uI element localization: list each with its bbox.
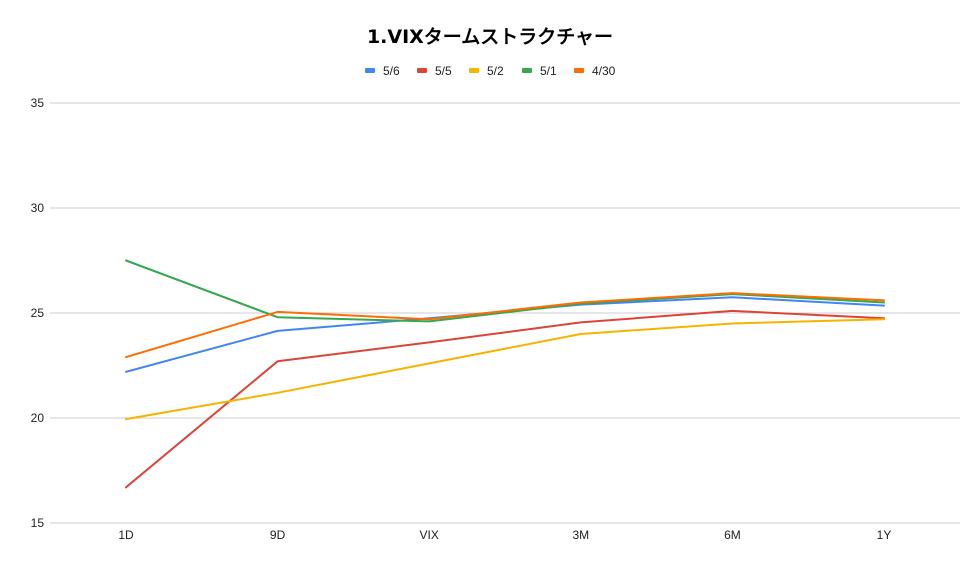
legend-swatch [574, 68, 584, 73]
y-tick-label: 35 [31, 96, 45, 110]
legend-label: 5/1 [540, 64, 557, 78]
legend-label: 5/5 [435, 64, 452, 78]
legend-label: 4/30 [592, 64, 616, 78]
x-tick-label: 9D [270, 528, 286, 542]
series-line-4 [125, 292, 885, 359]
x-tick-label: 1Y [877, 528, 892, 542]
legend-swatch [522, 68, 532, 73]
legend-swatch [365, 68, 375, 73]
legend-label: 5/2 [487, 64, 504, 78]
legend-swatch [469, 68, 479, 73]
y-tick-label: 25 [31, 306, 45, 320]
series-lines [125, 259, 885, 489]
series-line-0 [125, 296, 885, 373]
y-axis-ticks: 15 20 25 30 35 [31, 96, 45, 530]
y-tick-label: 20 [31, 411, 45, 425]
legend-label: 5/6 [383, 64, 400, 78]
x-tick-label: VIX [420, 528, 439, 542]
x-tick-label: 3M [572, 528, 589, 542]
y-tick-label: 30 [31, 201, 45, 215]
x-tick-label: 6M [724, 528, 741, 542]
legend: 5/6 5/5 5/2 5/1 4/30 [365, 64, 616, 78]
series-line-2 [125, 318, 885, 421]
x-tick-label: 1D [118, 528, 134, 542]
x-axis-ticks: 1D 9D VIX 3M 6M 1Y [118, 528, 891, 542]
y-tick-label: 15 [31, 516, 45, 530]
legend-swatch [417, 68, 427, 73]
series-line-1 [125, 309, 885, 489]
chart-title: 1.VIXタームストラクチャー [367, 26, 613, 48]
series-line-3 [125, 259, 885, 323]
